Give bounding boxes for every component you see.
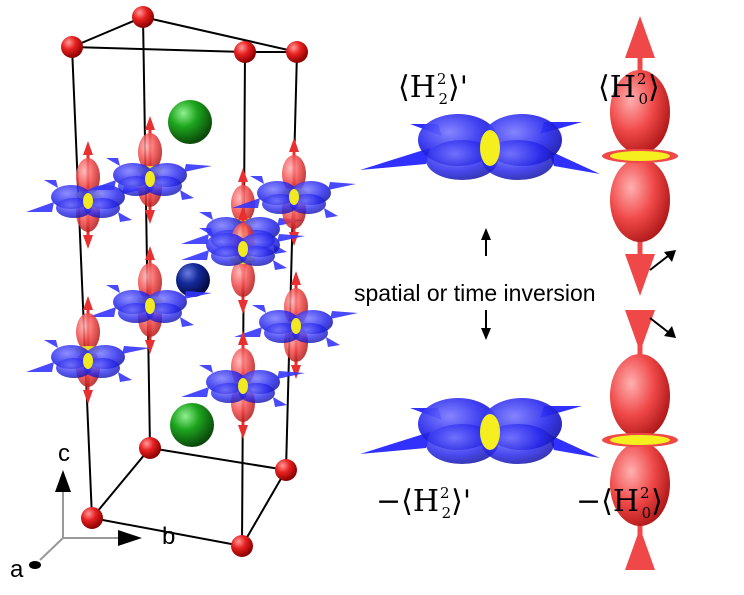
label-neg-h20: −⟨H20⟩ [576,484,663,522]
axis-label-a: a [10,556,24,583]
green-atom-bottom [170,403,214,447]
dipole-bottom [602,310,678,570]
unit-cell-edges [71,16,298,547]
quadrupole-bottom [360,398,600,464]
axis-label-c: c [58,440,70,467]
inversion-arrows [481,228,676,340]
dipole-top [602,16,678,296]
label-h22-prime: ⟨H22⟩' [398,70,468,108]
label-neg-h22-prime: −⟨H22⟩' [376,484,472,522]
navy-atom-center [176,263,210,297]
quadrupole-top [360,114,600,180]
corner-atoms [61,6,308,557]
inversion-label: spatial or time inversion [354,280,596,306]
green-atom-top [168,100,212,144]
axis-label-b: b [162,523,176,550]
label-h20: ⟨H20⟩ [598,70,660,108]
axes-indicator [29,470,142,569]
